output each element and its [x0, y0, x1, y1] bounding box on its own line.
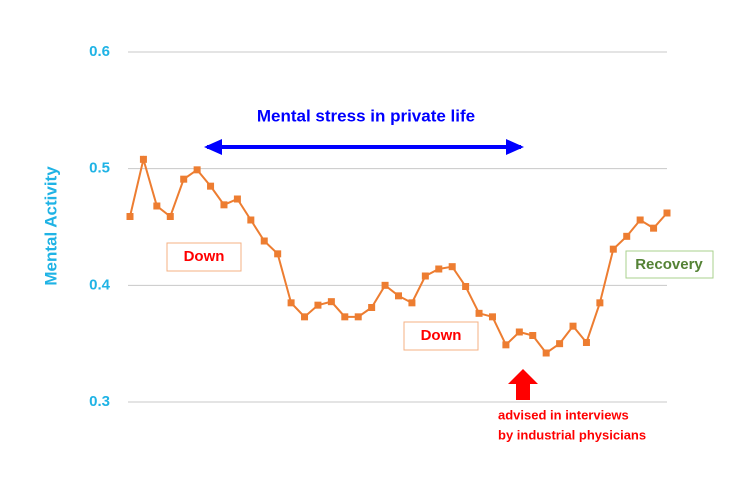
annotation: Down [421, 327, 462, 344]
marker [220, 201, 228, 209]
annotation: advised in interviews [498, 407, 629, 422]
stress-label: Mental stress in private life [257, 106, 475, 125]
marker [126, 213, 134, 220]
annotation-box [625, 250, 714, 279]
marker [663, 209, 671, 217]
marker [623, 232, 631, 240]
marker [233, 195, 241, 203]
marker [475, 309, 483, 317]
marker [274, 250, 282, 258]
marker [153, 202, 161, 210]
marker [166, 213, 174, 220]
marker [327, 298, 335, 306]
arrow-head [506, 139, 524, 155]
y-axis-label: Mental Activity [41, 166, 60, 286]
marker [542, 349, 550, 357]
marker [582, 339, 590, 346]
marker [609, 245, 617, 253]
marker [435, 265, 443, 273]
marker [381, 281, 389, 289]
marker [207, 182, 215, 190]
marker [193, 166, 201, 174]
marker [650, 224, 658, 232]
marker [448, 263, 456, 271]
annotation: Down [184, 248, 225, 265]
marker [395, 292, 402, 300]
marker [314, 301, 322, 309]
marker [368, 304, 376, 311]
marker [139, 155, 147, 163]
marker [301, 313, 309, 321]
marker [287, 299, 295, 307]
marker [421, 272, 429, 280]
marker [180, 175, 188, 183]
annotation: Recovery [635, 256, 703, 273]
marker [341, 313, 349, 321]
marker [260, 237, 268, 245]
marker [636, 216, 644, 224]
marker [247, 216, 255, 224]
y-tick-label: 0.6 [89, 43, 110, 60]
y-tick-label: 0.5 [89, 160, 110, 177]
y-tick-label: 0.3 [89, 393, 110, 410]
marker [462, 283, 470, 290]
marker [569, 322, 577, 330]
marker [354, 313, 362, 321]
y-tick-label: 0.4 [89, 276, 111, 293]
arrow-head [204, 139, 222, 155]
advice-arrow [508, 369, 538, 400]
marker [488, 313, 496, 321]
marker [529, 332, 537, 339]
annotation: by industrial physicians [498, 427, 646, 442]
marker [408, 299, 416, 307]
annotation-box [166, 242, 242, 272]
marker [596, 299, 604, 307]
annotation-box [403, 321, 479, 351]
marker [502, 341, 510, 349]
marker [556, 340, 564, 348]
marker [515, 328, 523, 336]
